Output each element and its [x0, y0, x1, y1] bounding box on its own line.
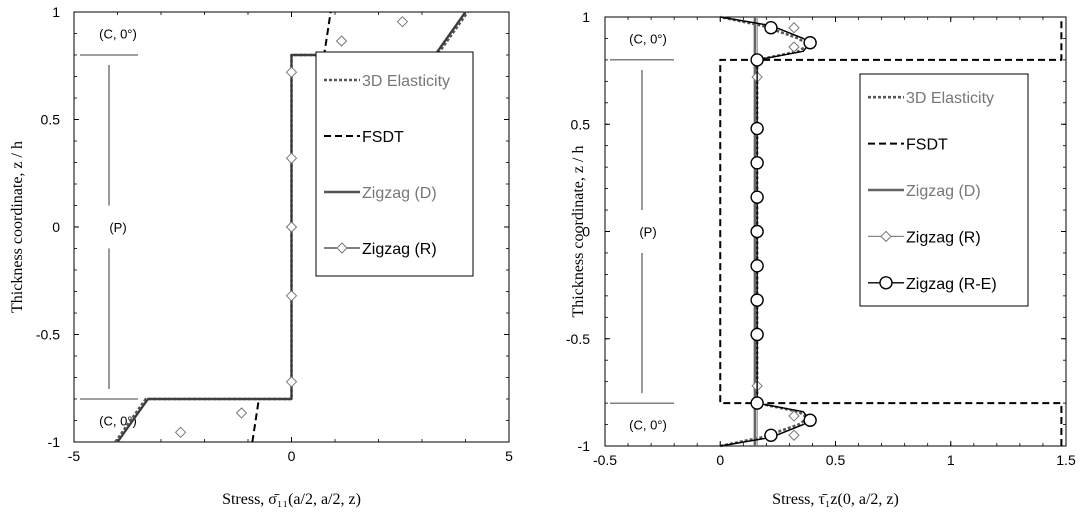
y-tick-label: -1 — [48, 434, 61, 450]
legend-entry-label: Zigzag (D) — [362, 185, 437, 202]
x-tick-label: 1 — [947, 452, 955, 468]
layer-label: (C, 0°) — [99, 27, 137, 42]
diamond-marker — [285, 152, 298, 164]
circle-marker — [750, 53, 764, 67]
legend-entry-label: 3D Elasticity — [362, 73, 450, 90]
y-tick-label: 0 — [582, 224, 590, 240]
legend-box — [315, 51, 474, 277]
y-tick-label: 1 — [52, 4, 60, 20]
y-tick-label: -1 — [578, 438, 591, 454]
x-tick-label: 5 — [505, 448, 513, 464]
y-tick-label: 0.5 — [571, 116, 591, 132]
legend: 3D Elasticity FSDT Zigzag (D) Zigzag (R) — [315, 51, 474, 277]
layer-label: (P) — [109, 220, 126, 235]
chart-1: -5 0 5 -1 -0.5 0 0.5 1 Stress, σ̄₁₁(a/2, a/2, z)… — [9, 4, 513, 508]
x-tick-label: 1.5 — [1056, 452, 1076, 468]
diamond-marker — [788, 429, 800, 441]
diamond-marker — [788, 41, 800, 53]
circle-marker — [803, 36, 817, 50]
layer-label: (C, 0°) — [629, 31, 667, 46]
circle-marker — [764, 21, 778, 35]
y-tick-label: 0.5 — [41, 112, 61, 128]
diamond-marker — [335, 35, 348, 47]
diamond-marker — [174, 426, 187, 439]
circle-marker — [750, 259, 764, 273]
legend: 3D Elasticity FSDT Zigzag (D) Zigzag (R) Zig… — [859, 73, 1029, 307]
legend-diamond-marker — [336, 242, 348, 254]
x-axis-label: Stress, σ̄₁₁(a/2, a/2, z) — [222, 491, 361, 508]
y-axis-label: Thickness coordinate, z / h — [9, 141, 26, 313]
circle-marker — [750, 396, 764, 410]
diamond-marker — [285, 66, 298, 78]
y-tick-label: 1 — [582, 9, 590, 25]
diamond-marker — [788, 410, 800, 422]
circle-marker — [803, 413, 817, 427]
diamond-marker — [396, 15, 409, 28]
legend-entry-label: Zigzag (R-E) — [906, 276, 997, 293]
legend-entry-label: FSDT — [906, 137, 948, 154]
legend-entry-label: 3D Elasticity — [906, 90, 994, 107]
layer-label: (P) — [639, 225, 656, 240]
diamond-marker — [788, 22, 800, 34]
circle-marker — [750, 156, 764, 170]
y-tick-label: -0.5 — [36, 327, 60, 343]
diamond-marker — [285, 290, 298, 302]
x-tick-label: 0 — [288, 448, 296, 464]
legend-entry-label: Zigzag (R) — [906, 229, 981, 246]
series-group — [114, 11, 469, 443]
y-tick-label: -0.5 — [566, 331, 590, 347]
circle-marker — [750, 121, 764, 136]
x-tick-label: 0 — [716, 452, 724, 468]
y-tick-label: 0 — [52, 219, 60, 235]
x-axis-label: Stress, τ̄₁z(0, a/2, z) — [772, 491, 899, 508]
x-tick-label: -0.5 — [593, 452, 617, 468]
circle-marker — [750, 224, 764, 239]
x-tick-label: 0.5 — [826, 452, 846, 468]
diamond-marker — [235, 407, 248, 419]
x-tick-label: -5 — [68, 448, 81, 464]
series-line-fsdt — [719, 17, 1063, 446]
y-axis-label: Thickness coordinate, z / h — [570, 146, 587, 318]
circle-marker — [764, 428, 778, 442]
series-line-3d-elasticity — [719, 15, 810, 448]
legend-entry-label: FSDT — [362, 129, 404, 146]
circle-marker — [750, 293, 764, 307]
circle-marker — [750, 190, 764, 204]
series-group — [719, 15, 1063, 448]
layer-label: (C, 0°) — [629, 418, 667, 433]
diamond-marker — [285, 376, 298, 388]
legend-diamond-marker — [880, 230, 892, 243]
series-line-zigzag-r-e- — [720, 16, 811, 447]
legend-entry-label: Zigzag (D) — [906, 183, 981, 200]
circle-marker — [750, 327, 764, 342]
legend-entry-label: Zigzag (R) — [362, 241, 437, 258]
legend-circle-marker — [879, 276, 893, 290]
diamond-marker — [285, 221, 298, 233]
